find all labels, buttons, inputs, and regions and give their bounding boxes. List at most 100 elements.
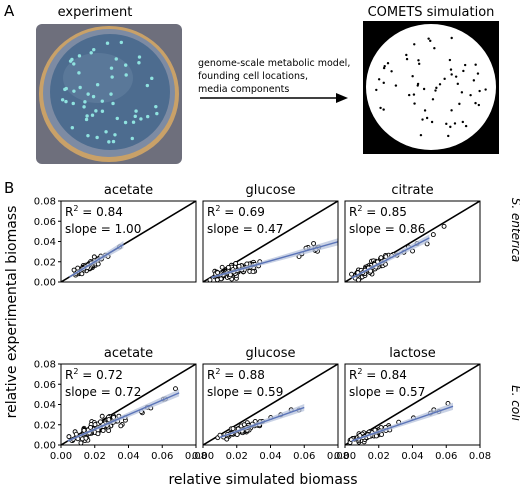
colony-dot — [133, 114, 137, 119]
colony-dot — [105, 41, 110, 45]
colony-dot — [86, 133, 90, 138]
simulated-cell-dot — [456, 82, 459, 86]
data-point — [244, 261, 250, 267]
y-tick-label: 0.08 — [34, 197, 56, 208]
scatter-panel-5: glucose R2 = 0.88 slope = 0.59 0.00 0.02 0.04… — [192, 346, 349, 462]
simulated-cell-dot — [450, 36, 453, 40]
simulated-cell-dot — [429, 39, 432, 43]
scatter-panel-1: acetate R2 = 0.84 slope = 1.00 0.00 0.02 0.04… — [34, 183, 197, 289]
simulated-cell-dot — [462, 69, 465, 73]
colony-dot — [109, 66, 114, 70]
colony-dot — [150, 76, 154, 81]
simulated-cell-dot — [434, 89, 437, 92]
panel-title: acetate — [104, 346, 153, 361]
colony-dot — [107, 140, 111, 144]
identity-line — [203, 364, 338, 445]
x-tick-label: 0.04 — [401, 451, 423, 462]
data-point — [95, 431, 101, 437]
data-point — [173, 386, 178, 392]
y-tick-label: 0.00 — [34, 441, 56, 452]
simulated-cell-dot — [435, 86, 438, 90]
colony-dot — [155, 111, 159, 116]
colony-dot — [134, 109, 138, 113]
slope-label: slope = 0.47 — [207, 222, 283, 236]
colony-dot — [60, 98, 65, 102]
simulated-cell-dot — [474, 63, 477, 66]
simulated-cell-dot — [423, 109, 427, 112]
simulated-cell-dot — [412, 93, 416, 96]
simulated-cell-dot — [405, 57, 409, 61]
simulated-cell-dot — [421, 118, 424, 121]
simulated-cell-dot — [413, 102, 416, 105]
simulated-cell-dot — [382, 66, 386, 70]
x-tick-label: 0.00 — [50, 451, 72, 462]
r-squared-label: R2 = 0.69 — [207, 204, 265, 219]
panel-b-label: B — [4, 179, 14, 197]
x-tick-label: 0.04 — [117, 451, 139, 462]
simulated-cell-dot — [425, 116, 429, 120]
colony-dot — [131, 120, 136, 124]
scatter-panel-4: acetate R2 = 0.72 slope = 0.72 0.00 0.02 0.04… — [34, 346, 207, 462]
scatter-panels: acetate R2 = 0.84 slope = 1.00 0.00 0.02 0.04… — [34, 183, 491, 462]
simulated-cell-dot — [383, 64, 386, 68]
data-point — [441, 223, 447, 229]
data-point — [99, 413, 105, 419]
scatter-panel-2: glucose R2 = 0.69 slope = 0.47 — [202, 183, 339, 283]
colony-dot — [137, 61, 141, 65]
panel-title: glucose — [246, 183, 296, 198]
simulated-cell-dot — [417, 62, 421, 66]
colony-dot — [146, 114, 150, 119]
x-tick-label: 0.02 — [84, 451, 106, 462]
simulated-cell-dot — [405, 53, 408, 57]
colony-dot — [95, 135, 99, 140]
colony-dot — [139, 117, 143, 121]
colony-dot — [145, 83, 150, 88]
data-point — [215, 270, 221, 276]
colony-dot — [113, 133, 117, 137]
simulated-cell-dot — [474, 101, 477, 105]
colony-dot — [104, 130, 108, 134]
data-point — [430, 232, 436, 238]
colony-dot — [124, 63, 128, 67]
colony-dot — [85, 114, 89, 118]
panel-title: lactose — [389, 346, 436, 361]
r-squared-label: R2 = 0.84 — [65, 204, 123, 219]
simulated-cell-dot — [469, 93, 472, 97]
colony-dot — [111, 101, 115, 106]
simulated-cell-dot — [484, 88, 487, 91]
slope-label: slope = 0.59 — [207, 385, 283, 399]
simulated-cell-dot — [422, 87, 426, 91]
arrow-text-line-1: genome-scale metabolic model, — [198, 58, 350, 69]
y-tick-label: 0.06 — [34, 217, 56, 228]
simulated-cell-dot — [458, 102, 461, 106]
simulated-cell-dot — [463, 63, 467, 67]
arrow-annotation: genome-scale metabolic model, founding c… — [198, 58, 350, 103]
colony-dot — [100, 99, 105, 103]
simulated-cell-dot — [472, 79, 476, 82]
x-tick-label: 0.00 — [334, 451, 356, 462]
y-axis-label: relative experimental biomass — [4, 206, 20, 419]
colony-dot — [100, 109, 105, 113]
colony-dot — [90, 113, 95, 117]
colony-dot — [95, 82, 100, 87]
colony-dot — [111, 139, 116, 144]
simulated-cell-dot — [461, 120, 465, 124]
slope-label: slope = 0.86 — [349, 222, 425, 236]
colony-dot — [91, 94, 96, 99]
simulated-cell-dot — [449, 125, 452, 129]
simulated-cell-dot — [379, 106, 382, 110]
simulated-cell-dot — [460, 91, 464, 94]
simulated-cell-dot — [433, 47, 436, 50]
panel-title: glucose — [246, 346, 296, 361]
simulated-cell-dot — [417, 59, 420, 62]
simulated-cell-dot — [394, 84, 398, 87]
colony-dot — [123, 120, 128, 125]
simulated-cell-dot — [478, 89, 481, 93]
simulated-cell-dot — [407, 93, 411, 97]
y-tick-label: 0.04 — [34, 400, 56, 411]
colony-dot — [72, 62, 76, 66]
data-point — [230, 426, 236, 432]
x-tick-label: 0.08 — [327, 451, 349, 462]
colony-dot — [154, 104, 158, 109]
panel-frame — [344, 200, 481, 283]
